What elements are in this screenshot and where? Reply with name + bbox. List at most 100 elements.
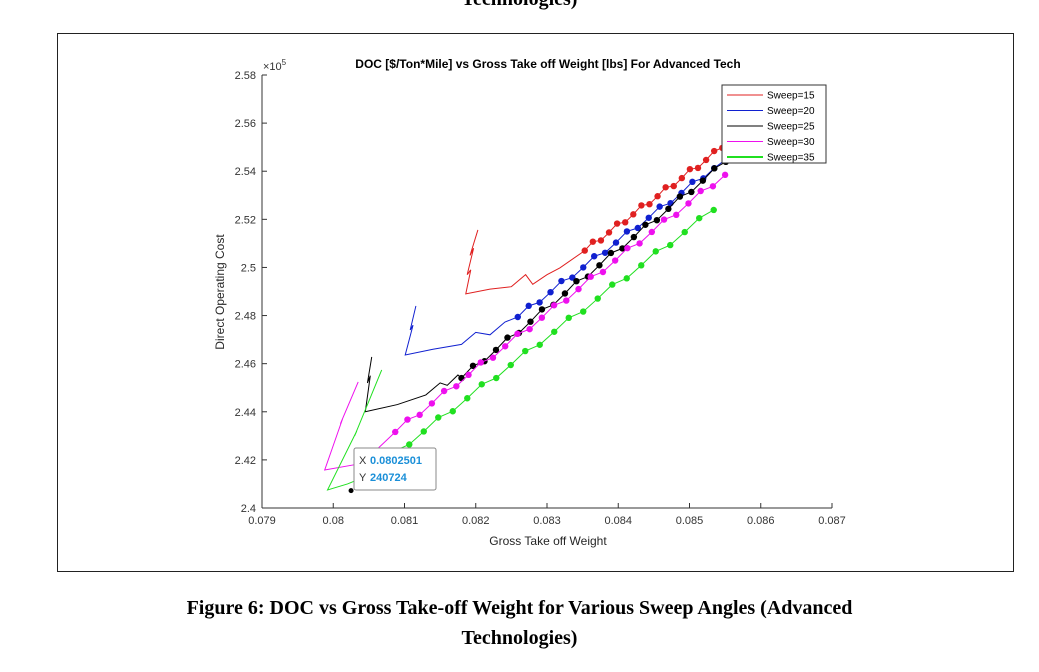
data-point <box>406 441 413 448</box>
data-point <box>563 297 570 304</box>
data-point <box>561 290 569 297</box>
data-point <box>656 203 663 210</box>
legend-entry: Sweep=25 <box>767 122 815 133</box>
legend-entry: Sweep=15 <box>767 91 815 102</box>
series-sweep-25 <box>364 158 730 413</box>
data-point <box>702 156 710 164</box>
data-point <box>634 224 642 232</box>
data-point <box>670 182 677 190</box>
data-point <box>597 237 605 244</box>
y-tick-label: 2.42 <box>235 455 256 467</box>
data-point <box>673 211 680 219</box>
data-point <box>645 214 652 221</box>
data-point <box>514 313 521 321</box>
y-tick-label: 2.46 <box>235 359 256 371</box>
data-point <box>662 184 669 191</box>
data-point <box>465 371 472 379</box>
figure-caption-line2: Technologies) <box>461 627 578 649</box>
data-point <box>580 264 587 271</box>
data-point <box>507 361 514 369</box>
data-point <box>694 164 702 172</box>
data-point <box>477 359 484 366</box>
data-point <box>667 241 674 249</box>
data-point <box>665 205 672 213</box>
data-point <box>699 177 707 184</box>
data-point <box>622 219 629 226</box>
data-point <box>612 239 620 246</box>
data-point <box>676 193 684 200</box>
data-point <box>710 147 718 155</box>
data-point <box>609 281 616 288</box>
y-tick-label: 2.48 <box>235 311 256 323</box>
data-point <box>711 165 718 172</box>
data-point <box>607 249 615 257</box>
data-point <box>458 374 465 382</box>
figure-frame <box>57 33 1014 572</box>
datatip-x-value: 0.0802501 <box>370 455 422 467</box>
datatip: X 0.0802501 Y 240724 <box>353 447 437 491</box>
data-point <box>697 187 704 195</box>
data-point <box>686 165 694 173</box>
data-point <box>710 206 717 214</box>
data-point <box>392 428 399 436</box>
data-point <box>638 202 645 209</box>
series-sweep-15 <box>465 144 726 295</box>
data-point <box>642 221 649 228</box>
datatip-point[interactable] <box>348 488 354 494</box>
x-tick-label: 0.082 <box>462 515 490 527</box>
data-point <box>688 188 695 196</box>
data-point <box>685 200 692 207</box>
data-point <box>404 416 411 423</box>
data-point <box>522 347 529 355</box>
series-sweep-35 <box>326 206 717 491</box>
data-point <box>638 262 645 269</box>
data-point <box>502 343 509 350</box>
legend-entry: Sweep=35 <box>767 153 815 164</box>
datatip-y-key: Y <box>359 472 367 484</box>
datatip-x-key: X <box>359 455 367 467</box>
data-point <box>653 216 661 224</box>
series-line <box>465 147 723 295</box>
x-tick-label: 0.084 <box>604 515 632 527</box>
data-point <box>478 381 485 388</box>
y-tick-label: 2.58 <box>235 70 256 82</box>
data-point <box>721 171 729 179</box>
data-point <box>575 285 582 293</box>
data-point <box>493 374 500 382</box>
data-point <box>504 334 511 341</box>
data-point <box>525 302 532 310</box>
y-tick-label: 2.52 <box>235 214 256 226</box>
data-point <box>550 302 558 309</box>
data-point <box>594 295 601 302</box>
x-axis-label: Gross Take off Weight <box>489 534 607 548</box>
data-point <box>599 268 607 276</box>
data-point <box>453 383 460 390</box>
data-point <box>551 328 558 335</box>
data-point <box>605 229 613 236</box>
data-point <box>440 387 448 395</box>
series-sweep-20 <box>404 156 729 356</box>
data-point <box>489 354 497 361</box>
y-axis-label: Direct Operating Cost <box>213 234 227 350</box>
y-tick-label: 2.4 <box>241 503 256 515</box>
data-point <box>689 178 696 186</box>
data-point <box>667 199 674 207</box>
data-point <box>630 233 638 241</box>
data-point <box>589 238 597 245</box>
x-tick-label: 0.079 <box>248 515 276 527</box>
data-point <box>469 362 477 370</box>
data-point <box>648 228 656 236</box>
data-point <box>596 262 603 269</box>
data-point <box>416 411 423 419</box>
x-tick-label: 0.083 <box>533 515 561 527</box>
x-tick-label: 0.081 <box>391 515 419 527</box>
data-point <box>536 299 543 306</box>
data-point <box>619 245 626 252</box>
x-tick-label: 0.08 <box>323 515 344 527</box>
series-line <box>323 174 726 471</box>
y-tick-label: 2.44 <box>235 407 256 419</box>
data-point <box>420 428 427 435</box>
figure-caption-line1: Figure 6: DOC vs Gross Take-off Weight f… <box>186 597 853 619</box>
y-tick-label: 2.5 <box>241 262 256 274</box>
